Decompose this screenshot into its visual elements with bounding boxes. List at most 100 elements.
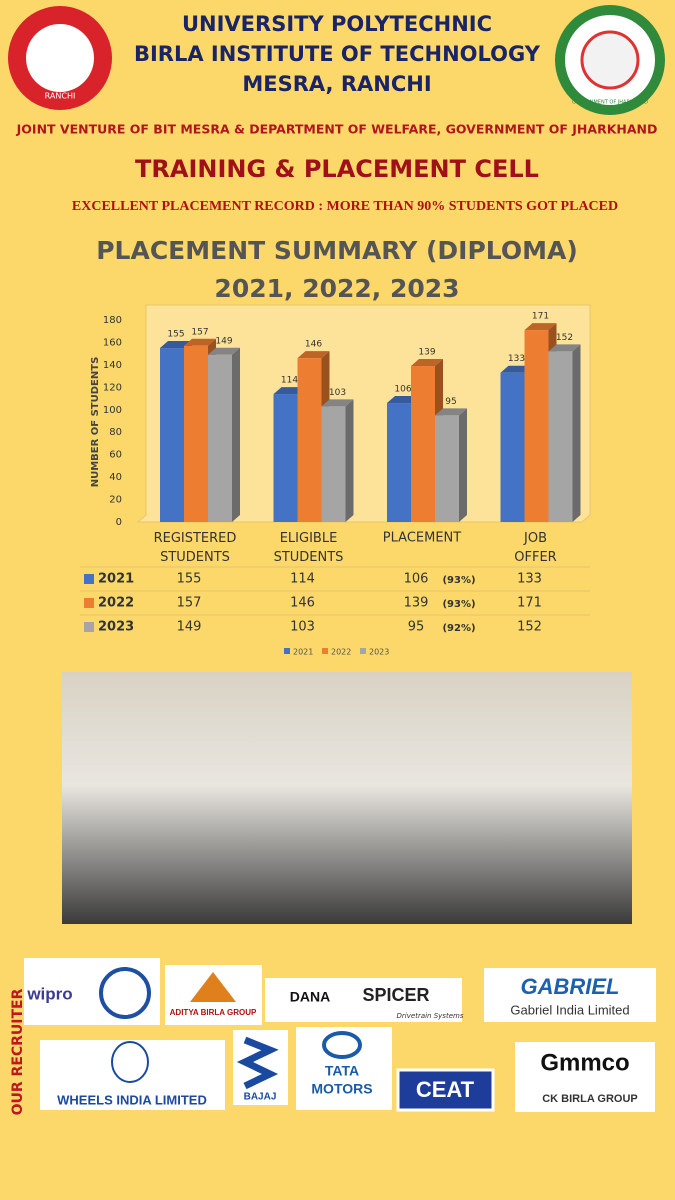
y-tick-label: 20: [109, 495, 122, 506]
logo-text: TATA: [325, 1063, 359, 1079]
table-legend-key: [84, 598, 94, 608]
lt-logo: [99, 967, 151, 1019]
logo-box: [396, 1068, 495, 1112]
bar-top: [435, 408, 467, 416]
table-legend-key: [84, 574, 94, 584]
bar-top: [297, 351, 330, 359]
chart-subtitle: 2021, 2022, 2023: [214, 274, 459, 303]
x-tick-label: PLACEMENT: [383, 531, 461, 546]
table-value: 139: [404, 596, 429, 611]
data-label: 155: [167, 330, 184, 340]
table-row-label: 2023: [98, 620, 134, 635]
data-label: 157: [191, 327, 208, 337]
data-label: 133: [508, 354, 525, 364]
legend-label: 2021: [293, 648, 313, 657]
logo-text: WHEELS INDIA LIMITED: [57, 1092, 207, 1107]
bar: [184, 345, 208, 522]
bar: [297, 358, 322, 522]
legend-key: [360, 648, 366, 654]
logo-text: GABRIEL: [521, 974, 620, 999]
legend-label: 2023: [369, 648, 389, 657]
bar: [548, 351, 573, 522]
bar: [500, 372, 525, 522]
bar-depth: [232, 347, 240, 522]
data-label: 139: [418, 348, 435, 358]
data-label: 106: [394, 385, 411, 395]
chart: 0 20 40 60 80 100 120 140 160 180 REGISTERED STUDEN…: [80, 312, 590, 657]
logo-text: CK BIRLA GROUP: [542, 1093, 638, 1105]
logo-box: [515, 1042, 655, 1112]
left-logo-inner: [26, 24, 94, 92]
logo-text: SPICER: [362, 985, 429, 1005]
legend-key: [284, 648, 290, 654]
table-value: 146: [290, 596, 315, 611]
bar-top: [411, 359, 443, 367]
tagline: EXCELLENT PLACEMENT RECORD : MORE THAN 9…: [72, 199, 618, 214]
table-row-label: 2021: [98, 572, 134, 587]
table-value: 95: [408, 620, 425, 635]
bar-top: [208, 347, 240, 355]
data-label: 114: [281, 376, 298, 386]
y-tick-label: 60: [109, 450, 122, 461]
bar: [208, 354, 232, 522]
bar: [435, 415, 459, 522]
data-label: 103: [329, 388, 346, 398]
x-tick-label: ELIGIBLE STUDENTS: [274, 531, 344, 565]
table-note: (93%): [442, 599, 475, 610]
cell-title: TRAINING & PLACEMENT CELL: [135, 155, 539, 183]
logo-text: Drivetrain Systems: [397, 1012, 464, 1020]
aditya-logo: [190, 972, 236, 1002]
table-note: (93%): [442, 575, 475, 586]
y-tick-label: 180: [103, 315, 122, 326]
data-label: 171: [532, 312, 549, 322]
logo-text: ADITYA BIRLA GROUP: [170, 1008, 257, 1017]
joint-venture: JOINT VENTURE OF BIT MESRA & DEPARTMENT …: [16, 122, 658, 137]
logo-box: [265, 978, 462, 1022]
bar-top: [524, 323, 557, 331]
chart-title: PLACEMENT SUMMARY (DIPLOMA): [96, 236, 578, 265]
bar: [387, 403, 411, 522]
group-photo: [62, 672, 632, 924]
data-label: 146: [305, 340, 322, 350]
table-value: 106: [404, 572, 429, 587]
y-tick-label: 100: [103, 405, 122, 416]
y-tick-label: 160: [103, 337, 122, 348]
logo-text: CEAT: [416, 1077, 475, 1102]
bar-depth: [345, 399, 354, 522]
table-value: 149: [177, 620, 202, 635]
y-axis-label: NUMBER OF STUDENTS: [90, 357, 101, 488]
table-value: 114: [290, 572, 315, 587]
data-label: 149: [215, 336, 232, 346]
right-logo-inner: [580, 30, 640, 90]
bar-top: [548, 344, 581, 352]
logo-text: DANA: [290, 989, 330, 1005]
table-row-label: 2022: [98, 596, 134, 611]
bar-top: [321, 399, 354, 407]
y-tick-label: 0: [116, 517, 122, 528]
table-value: 171: [517, 596, 542, 611]
logo-text: Gmmco: [540, 1049, 629, 1076]
bar: [321, 406, 346, 522]
bajaj-logo: [236, 1036, 279, 1090]
y-tick-label: 120: [103, 382, 122, 393]
logo-text: Gabriel India Limited: [510, 1002, 629, 1017]
bar: [273, 394, 298, 522]
table-value: 133: [517, 572, 542, 587]
table-value: 157: [177, 596, 202, 611]
logo-box: [296, 1027, 392, 1110]
y-tick-label: 80: [109, 427, 122, 438]
wheels-logo: [111, 1041, 149, 1083]
bar-top: [184, 338, 216, 346]
legend-key: [322, 648, 328, 654]
logo-box: [484, 968, 656, 1022]
bar-depth: [459, 408, 467, 522]
y-tick-label: 140: [103, 360, 122, 371]
bar-depth: [572, 344, 581, 522]
tata-logo: [322, 1031, 362, 1059]
header-line: UNIVERSITY POLYTECHNIC: [182, 12, 492, 36]
data-label: 152: [556, 333, 573, 343]
table-value: 152: [517, 620, 542, 635]
recruiter-title: OUR RECRUITER: [10, 988, 26, 1115]
bar: [411, 366, 435, 522]
